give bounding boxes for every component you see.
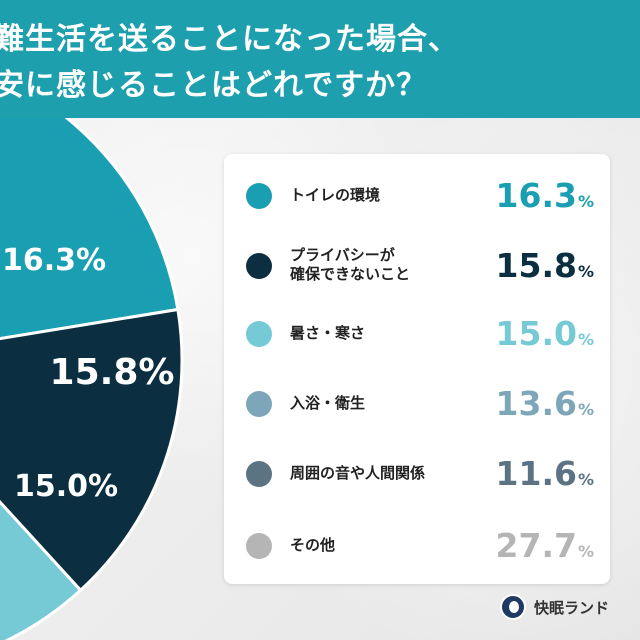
legend-value-number: 15.8 bbox=[495, 246, 577, 285]
legend-label-line1: 入浴・衛生 bbox=[290, 394, 366, 412]
legend-item: 周囲の音や人間関係 11.6% bbox=[224, 444, 610, 504]
slice-value-label: 16.3% bbox=[2, 243, 106, 278]
pie-slice bbox=[0, 307, 184, 593]
pie-chart: 16.3% 15.8% 15.0% bbox=[0, 118, 184, 640]
title-line-1: 難生活を送ることになった場合、 bbox=[0, 22, 459, 57]
legend-label-line1: その他 bbox=[290, 536, 336, 554]
legend-value-unit: % bbox=[577, 262, 594, 281]
slice-value-label: 15.0% bbox=[14, 469, 118, 504]
brand-name: 快眠ランド bbox=[534, 599, 610, 617]
legend-value-number: 13.6 bbox=[495, 384, 577, 423]
legend-color-dot bbox=[246, 183, 272, 209]
legend-value: 15.8% bbox=[496, 248, 594, 290]
legend-value: 13.6% bbox=[496, 386, 594, 428]
title-line-2: 安に感じることはどれですか？ bbox=[0, 68, 428, 103]
legend-label-line2: 確保できないこと bbox=[290, 265, 411, 283]
legend-label-line1: プライバシーが bbox=[290, 246, 395, 264]
legend-value-unit: % bbox=[577, 470, 594, 489]
legend-color-dot bbox=[246, 321, 272, 347]
pie-slice bbox=[0, 499, 83, 640]
moon-logo-icon bbox=[500, 594, 526, 620]
legend-value: 11.6% bbox=[496, 456, 594, 498]
legend-label: その他 bbox=[290, 536, 335, 555]
legend-label-line1: 周囲の音や人間関係 bbox=[290, 464, 426, 482]
legend-color-dot bbox=[246, 391, 272, 417]
legend-value-unit: % bbox=[577, 330, 594, 349]
legend-value: 15.0% bbox=[496, 316, 594, 358]
legend-label: 暑さ・寒さ bbox=[290, 324, 365, 343]
legend-value-number: 27.7 bbox=[495, 526, 577, 565]
legend-value-unit: % bbox=[577, 192, 594, 211]
pie-slice bbox=[0, 118, 180, 341]
legend-value-unit: % bbox=[577, 400, 594, 419]
legend-label: 周囲の音や人間関係 bbox=[290, 464, 425, 483]
legend-label-line1: トイレの環境 bbox=[290, 186, 381, 204]
legend-value: 27.7% bbox=[496, 528, 594, 570]
legend-value-unit: % bbox=[577, 542, 594, 561]
legend-label: トイレの環境 bbox=[290, 186, 380, 205]
header-banner: 難生活を送ることになった場合、 安に感じることはどれですか？ bbox=[0, 0, 640, 118]
legend-item: その他 27.7% bbox=[224, 516, 610, 576]
legend-item: 暑さ・寒さ 15.0% bbox=[224, 304, 610, 364]
legend-color-dot bbox=[246, 461, 272, 487]
legend-value-number: 16.3 bbox=[495, 176, 577, 215]
legend-label: プライバシーが 確保できないこと bbox=[290, 246, 410, 284]
legend-value: 16.3% bbox=[496, 178, 594, 220]
legend-label: 入浴・衛生 bbox=[290, 394, 365, 413]
legend-item: 入浴・衛生 13.6% bbox=[224, 374, 610, 434]
legend-value-number: 15.0 bbox=[495, 314, 577, 353]
legend-panel: トイレの環境 16.3% プライバシーが 確保できないこと 15.8% 暑さ・寒さ 15.0… bbox=[224, 154, 610, 584]
legend-item: プライバシーが 確保できないこと 15.8% bbox=[224, 236, 610, 296]
legend-item: トイレの環境 16.3% bbox=[224, 166, 610, 226]
slice-value-label: 15.8% bbox=[50, 352, 175, 393]
legend-color-dot bbox=[246, 533, 272, 559]
legend-label-line1: 暑さ・寒さ bbox=[290, 324, 366, 342]
legend-color-dot bbox=[246, 253, 272, 279]
legend-value-number: 11.6 bbox=[495, 454, 577, 493]
